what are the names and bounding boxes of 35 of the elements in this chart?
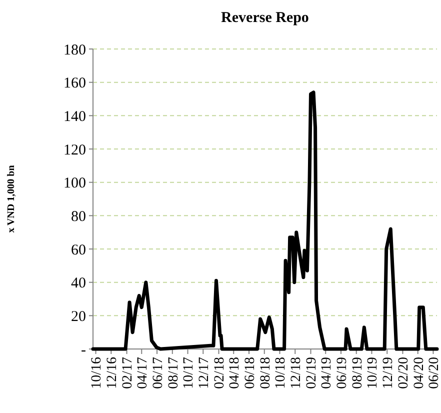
y-tick-label: 120: [64, 142, 86, 158]
x-tick-label: 12/17: [197, 357, 212, 389]
x-tick-label: 06/17: [150, 357, 166, 389]
x-tick-label: 06/19: [334, 357, 350, 389]
y-tick-label: 20: [71, 308, 86, 325]
y-tick-label: 140: [64, 108, 86, 125]
y-tick-label: 180: [64, 42, 86, 58]
x-tick-label: 10/17: [182, 357, 197, 389]
x-tick-label: 12/19: [381, 357, 396, 389]
y-tick-label: -: [81, 342, 86, 358]
y-tick-label: 80: [71, 208, 86, 225]
x-tick-label: 02/18: [212, 357, 228, 389]
x-tick-label: 04/18: [228, 357, 243, 389]
x-tick-label: 02/17: [120, 357, 136, 389]
x-tick-label: 10/19: [366, 357, 381, 389]
y-tick-label: 60: [71, 242, 86, 258]
y-tick-label: 40: [71, 276, 86, 292]
x-tick-label: 08/19: [350, 357, 366, 389]
x-tick-label: 08/18: [258, 357, 274, 389]
x-tick-label: 02/19: [304, 357, 320, 389]
x-tick-label: 12/16: [105, 357, 120, 389]
x-tick-label: 12/18: [289, 357, 304, 389]
x-tick-label: 06/20: [427, 357, 441, 389]
x-tick-label: 02/20: [396, 357, 412, 389]
y-tick-label: 100: [64, 176, 86, 192]
x-tick-label: 10/18: [274, 357, 289, 389]
x-tick-label: 06/18: [242, 357, 258, 389]
x-tick-label: 04/17: [136, 357, 151, 389]
x-tick-label: 04/19: [320, 357, 335, 389]
y-axis-title: x VND 1,000 bn: [6, 164, 17, 233]
x-tick-label: 10/16: [90, 357, 105, 389]
chart-title: Reverse Repo: [221, 10, 309, 26]
y-tick-label: 160: [64, 76, 86, 92]
x-tick-label: 08/17: [166, 357, 182, 389]
x-tick-label: 04/20: [412, 357, 427, 389]
